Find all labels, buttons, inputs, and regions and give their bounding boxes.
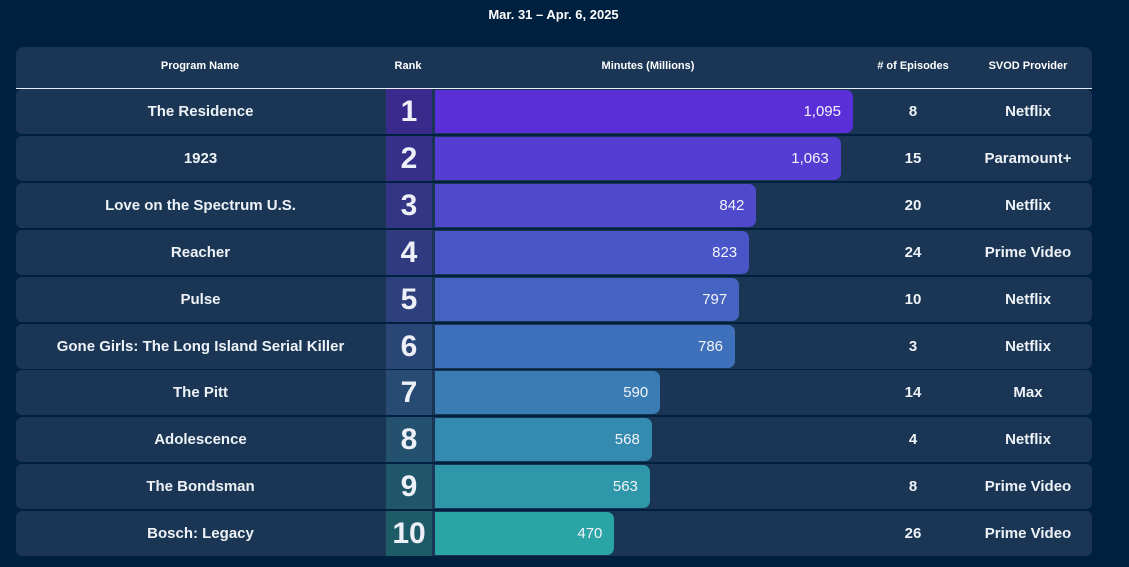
svod-provider: Prime Video: [984, 525, 1072, 543]
minutes-value-label: 786: [698, 337, 724, 355]
svod-provider: Prime Video: [984, 243, 1072, 261]
table-row: Reacher 4 823 24 Prime Video: [16, 229, 1092, 275]
program-name: The Residence: [147, 103, 254, 120]
program-name: 1923: [183, 149, 218, 167]
header-episodes: # of Episodes: [877, 60, 949, 72]
table-row: Pulse 5 797 10 Netflix: [16, 276, 1092, 322]
table-row: Bosch: Legacy 10 470 26 Prime Video: [16, 511, 1092, 557]
episode-count: 8: [908, 103, 918, 120]
svod-provider: Netflix: [1005, 337, 1051, 355]
minutes-value-label: 1,095: [803, 103, 841, 120]
program-name: Adolescence: [154, 431, 247, 449]
minutes-bar: 1,063: [435, 136, 841, 180]
rank-badge: 6: [386, 323, 432, 369]
rank-badge: 10: [386, 511, 432, 557]
header-minutes: Minutes (Millions): [601, 60, 695, 72]
minutes-value-label: 470: [577, 525, 603, 543]
episode-count: 20: [904, 196, 922, 214]
minutes-bar: 797: [435, 277, 740, 321]
svod-provider: Paramount+: [984, 149, 1072, 167]
table-row: Gone Girls: The Long Island Serial Kille…: [16, 323, 1092, 369]
episode-count: 8: [908, 478, 918, 496]
svod-provider: Netflix: [1005, 196, 1051, 214]
table-header: Program Name Rank Minutes (Millions) # o…: [16, 47, 1092, 89]
minutes-value-label: 823: [712, 243, 738, 261]
minutes-bar: 823: [435, 230, 750, 274]
minutes-value-label: 590: [623, 384, 649, 402]
rank-badge: 1: [386, 89, 432, 134]
minutes-value-label: 842: [719, 196, 745, 214]
program-name: The Bondsman: [146, 478, 255, 496]
minutes-value-label: 563: [612, 478, 638, 496]
rank-badge: 9: [386, 464, 432, 510]
chart-subtitle: Mar. 31 – Apr. 6, 2025: [488, 7, 619, 22]
table-row: The Pitt 7 590 14 Max: [16, 370, 1092, 416]
header-program-name: Program Name: [160, 60, 240, 72]
minutes-bar: 568: [435, 418, 652, 462]
svod-provider: Netflix: [1005, 103, 1051, 120]
episode-count: 10: [904, 290, 922, 308]
episode-count: 24: [904, 243, 922, 261]
episode-count: 26: [904, 525, 922, 543]
rank-badge: 7: [386, 370, 432, 416]
program-name: Pulse: [180, 290, 221, 308]
program-name: Reacher: [170, 243, 231, 261]
ranking-table: Program Name Rank Minutes (Millions) # o…: [16, 47, 1092, 557]
svod-provider: Netflix: [1005, 290, 1051, 308]
episode-count: 15: [904, 149, 922, 167]
minutes-bar: 470: [435, 512, 615, 556]
minutes-value-label: 568: [614, 431, 640, 449]
minutes-bar: 786: [435, 324, 736, 368]
rank-badge: 5: [386, 276, 432, 322]
program-name: The Pitt: [173, 384, 228, 402]
episode-count: 3: [908, 337, 918, 355]
minutes-bar: 590: [435, 371, 661, 415]
minutes-bar: 842: [435, 183, 757, 227]
table-row: Adolescence 8 568 4 Netflix: [16, 417, 1092, 463]
minutes-value-label: 797: [702, 290, 728, 308]
table-row: The Residence 1 1,095 8 Netflix: [16, 89, 1092, 134]
table-row: The Bondsman 9 563 8 Prime Video: [16, 464, 1092, 510]
minutes-value-label: 1,063: [791, 149, 829, 167]
rank-badge: 3: [386, 182, 432, 228]
table-row: Love on the Spectrum U.S. 3 842 20 Netflix: [16, 182, 1092, 228]
rank-badge: 8: [386, 417, 432, 463]
program-name: Love on the Spectrum U.S.: [105, 196, 296, 214]
svod-provider: Netflix: [1005, 431, 1051, 449]
header-rank: Rank: [394, 60, 422, 72]
rank-badge: 4: [386, 229, 432, 275]
episode-count: 4: [908, 431, 918, 449]
minutes-bar: 563: [435, 465, 650, 509]
minutes-bar: 1,095: [435, 90, 853, 133]
program-name: Bosch: Legacy: [147, 525, 254, 543]
svod-provider: Max: [1013, 384, 1043, 402]
rank-badge: 2: [386, 135, 432, 181]
episode-count: 14: [904, 384, 922, 402]
header-provider: SVOD Provider: [988, 60, 1068, 72]
table-row: 1923 2 1,063 15 Paramount+: [16, 135, 1092, 181]
program-name: Gone Girls: The Long Island Serial Kille…: [56, 337, 345, 355]
svod-provider: Prime Video: [984, 478, 1072, 496]
